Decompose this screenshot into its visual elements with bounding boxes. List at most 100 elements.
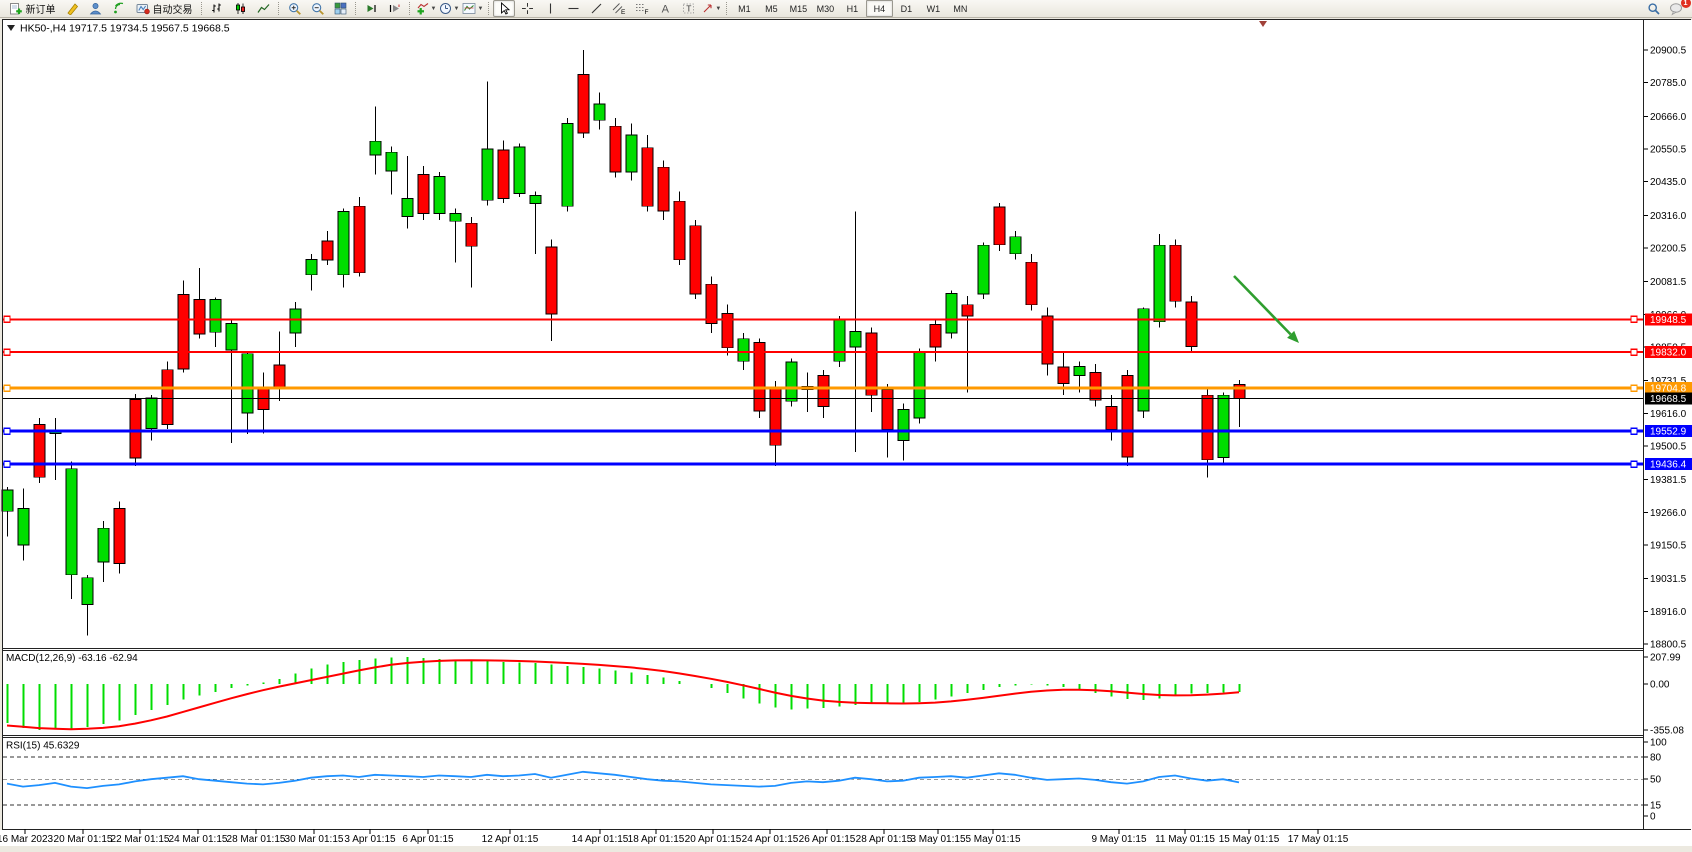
candle-body	[593, 103, 606, 121]
templates-button[interactable]: ▼	[461, 0, 484, 17]
candle-body	[161, 369, 174, 425]
price-tick-label: 20900.5	[1650, 46, 1687, 57]
crosshair-tool-button[interactable]	[516, 0, 538, 17]
timeframe-m1-button[interactable]: M1	[738, 3, 751, 14]
price-tag	[1645, 425, 1692, 438]
crosshair-icon	[521, 3, 533, 14]
rsi-line	[6, 770, 1240, 790]
svg-text:F: F	[645, 9, 649, 15]
text-tool-button[interactable]: A	[654, 0, 676, 17]
hline-handle[interactable]	[3, 427, 11, 435]
profile-button[interactable]	[85, 0, 107, 17]
periods-button[interactable]: ▼	[438, 0, 460, 17]
chart-shift-button[interactable]	[384, 0, 406, 17]
line-chart-button[interactable]	[253, 0, 275, 17]
candle-body	[97, 527, 110, 563]
hline-handle[interactable]	[1630, 427, 1638, 435]
candle-body	[721, 313, 734, 349]
candle-body	[481, 148, 494, 201]
cursor-tool-button[interactable]	[493, 0, 516, 17]
arrows-tool-button[interactable]: ▼	[700, 0, 722, 17]
drawn-arrow[interactable]	[1233, 275, 1292, 336]
hline-handle[interactable]	[1630, 315, 1638, 323]
autotrade-button[interactable]: 自动交易	[131, 0, 198, 17]
text-icon: A	[662, 4, 670, 16]
candle-body	[273, 364, 286, 388]
candle-body	[865, 332, 878, 396]
drawn-arrow-head[interactable]	[1287, 330, 1299, 343]
vertical-line-tool-button[interactable]	[539, 0, 561, 17]
templates-icon	[463, 3, 476, 14]
trendline-tool-button[interactable]	[585, 0, 607, 17]
candle-body	[81, 577, 94, 605]
candle-body	[769, 386, 782, 446]
zoom-in-button[interactable]	[284, 0, 306, 17]
candle-body	[209, 299, 222, 333]
notifications-button[interactable]: 1	[1666, 0, 1691, 17]
timeframe-m30-button[interactable]: M30	[816, 3, 835, 14]
candle-body	[561, 123, 574, 207]
auto-scroll-button[interactable]	[361, 0, 383, 17]
dropdown-caret-icon: ▼	[430, 5, 437, 12]
price-tick-label: 18800.5	[1650, 640, 1687, 651]
bar-chart-button[interactable]	[207, 0, 229, 17]
candle-body	[897, 408, 910, 441]
candle-body	[417, 174, 430, 214]
candle-body	[785, 361, 798, 402]
timeframe-mn-button[interactable]: MN	[953, 3, 968, 14]
label-tool-button[interactable]: T	[677, 0, 699, 17]
time-label: 5 May 01:15	[965, 834, 1020, 845]
time-label: 22 Mar 01:15	[111, 834, 170, 845]
zoom-out-button[interactable]	[307, 0, 329, 17]
time-label: 30 Mar 01:15	[285, 834, 344, 845]
hline-handle[interactable]	[1630, 384, 1638, 392]
candlestick-chart-button[interactable]	[230, 0, 252, 17]
timeframe-d1-button[interactable]: D1	[900, 3, 913, 14]
hline-handle[interactable]	[3, 460, 11, 468]
chart-title-collapse-icon[interactable]	[7, 25, 15, 31]
timeframe-h4-button[interactable]: H4	[865, 0, 893, 17]
trendline-icon	[591, 3, 602, 14]
hline-handle[interactable]	[3, 384, 11, 392]
hline-handle[interactable]	[3, 315, 11, 323]
macd-axis-label: 0.00	[1650, 680, 1670, 691]
signals-button[interactable]	[108, 0, 130, 17]
timeframe-m5-button[interactable]: M5	[765, 3, 778, 14]
signal-icon	[114, 2, 124, 14]
candle-body	[529, 195, 542, 204]
hline-handle[interactable]	[1630, 348, 1638, 356]
hline-handle[interactable]	[3, 348, 11, 356]
horizontal-line-icon	[568, 7, 579, 10]
chart-background[interactable]	[3, 20, 1643, 830]
timeframe-w1-button[interactable]: W1	[926, 3, 941, 14]
price-tag	[1645, 458, 1692, 471]
rsi-label: RSI(15) 45.6329	[6, 741, 80, 752]
equidistant-channel-tool-button[interactable]: E	[608, 0, 630, 17]
indicators-button[interactable]: ▼	[415, 0, 438, 17]
candle-body	[1025, 261, 1038, 306]
search-button[interactable]	[1643, 0, 1665, 17]
timeframe-h1-button[interactable]: H1	[846, 3, 859, 14]
price-tag	[1645, 382, 1692, 395]
horizontal-line-tool-button[interactable]	[562, 0, 584, 17]
candle-body	[33, 423, 46, 478]
candle-body	[1, 489, 14, 512]
tile-windows-button[interactable]	[330, 0, 352, 17]
arrow-stamp-icon	[704, 4, 712, 13]
candle-body	[1169, 244, 1182, 302]
time-label: 18 Apr 01:15	[628, 834, 685, 845]
timeframe-m15-button[interactable]: M15	[789, 3, 808, 14]
price-tag-label: 19668.5	[1650, 394, 1687, 405]
candle-body	[753, 342, 766, 412]
new-order-button[interactable]: 新订单	[4, 0, 61, 17]
candle-body	[1089, 372, 1102, 401]
price-tick-label: 19031.5	[1650, 574, 1687, 585]
candle-body	[401, 198, 414, 217]
hline-handle[interactable]	[1630, 460, 1638, 468]
candle-body	[705, 283, 718, 324]
candle-body	[577, 74, 590, 134]
chart-shift-marker[interactable]	[1259, 21, 1267, 27]
fibonacci-tool-button[interactable]: F	[631, 0, 653, 17]
styler-button[interactable]	[62, 0, 84, 17]
